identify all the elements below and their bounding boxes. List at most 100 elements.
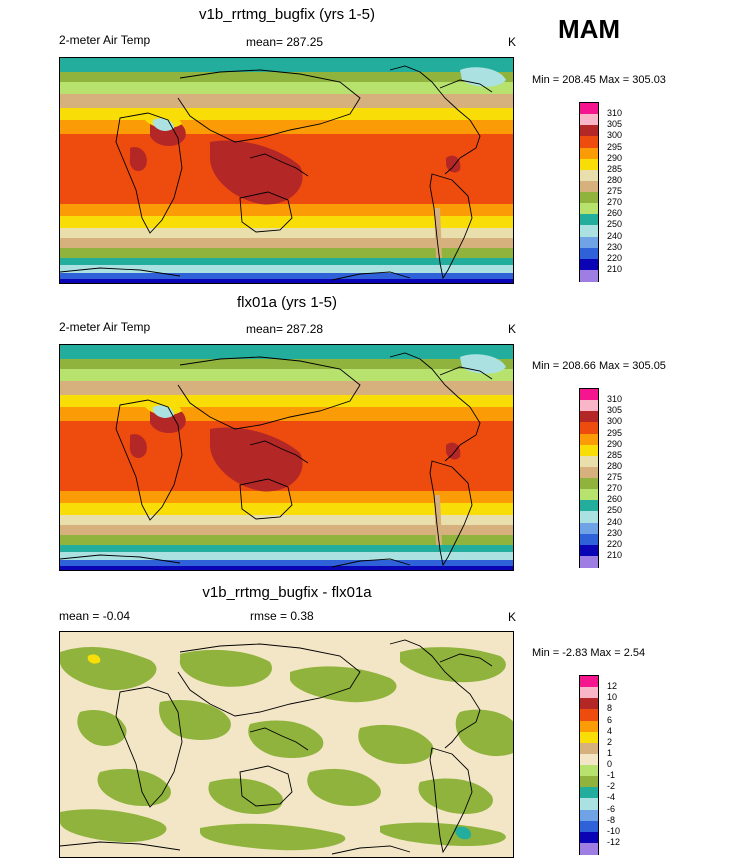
coastline bbox=[115, 399, 183, 521]
colorbar-swatch bbox=[580, 842, 598, 855]
colorbar-swatch bbox=[580, 203, 598, 215]
coastline bbox=[331, 558, 411, 568]
difference-region bbox=[77, 709, 127, 747]
colorbar-swatch bbox=[580, 444, 598, 457]
temperature-band bbox=[60, 515, 513, 525]
colorbar-swatch bbox=[580, 247, 598, 260]
colorbar-tick-label: 280 bbox=[607, 460, 623, 471]
colorbar-swatch bbox=[580, 787, 598, 799]
coastline bbox=[249, 153, 309, 177]
colorbar-tick-label: 300 bbox=[607, 130, 623, 141]
colorbar-swatch bbox=[580, 831, 598, 844]
colorbar-tick-label: 230 bbox=[607, 241, 623, 252]
colorbar-swatch bbox=[580, 676, 598, 688]
variable-label: 2-meter Air Temp bbox=[59, 320, 151, 334]
rmse-label: rmse = bbox=[250, 609, 288, 623]
colorbar-tick-label: 275 bbox=[607, 186, 623, 196]
mean-value: 287.25 bbox=[286, 35, 324, 49]
colorbar-tick-label: 300 bbox=[607, 416, 623, 427]
temperature-band bbox=[60, 82, 513, 94]
map-graphic bbox=[60, 345, 513, 570]
mean-value: 287.28 bbox=[286, 322, 324, 336]
temperature-band bbox=[60, 58, 513, 72]
colorbar-tick-label: 275 bbox=[607, 472, 623, 482]
colorbar bbox=[579, 388, 599, 568]
colorbar-swatch bbox=[580, 214, 598, 226]
temperature-band bbox=[60, 491, 513, 503]
colorbar bbox=[579, 102, 599, 282]
colorbar-tick-label: 290 bbox=[607, 152, 623, 163]
coastline bbox=[331, 271, 411, 281]
coastline bbox=[177, 69, 361, 143]
colorbar-swatch bbox=[580, 555, 598, 568]
colorbar-tick-label: -4 bbox=[607, 792, 616, 803]
mean-stat: mean= 287.28 bbox=[246, 322, 323, 336]
difference-region bbox=[97, 768, 171, 807]
colorbar-swatch bbox=[580, 809, 598, 822]
coastline bbox=[60, 841, 181, 851]
temperature-band bbox=[60, 407, 513, 421]
temperature-band bbox=[60, 72, 513, 82]
temperature-band bbox=[60, 108, 513, 120]
colorbar-tick-label: 210 bbox=[607, 263, 623, 274]
colorbar-swatch bbox=[580, 433, 598, 446]
map-graphic bbox=[60, 58, 513, 283]
colorbar-swatch bbox=[580, 192, 598, 204]
colorbar-tick-label: 240 bbox=[607, 230, 623, 241]
coastline bbox=[331, 845, 411, 855]
rmse-stat: rmse = 0.38 bbox=[250, 609, 314, 623]
mean-stat: mean= 287.25 bbox=[246, 35, 323, 49]
colorbar-tick-label: 270 bbox=[607, 483, 623, 494]
min-max-stats: Min = 208.45 Max = 305.03 bbox=[532, 74, 666, 86]
colorbar-tick-label: 220 bbox=[607, 252, 623, 263]
colorbar-swatch bbox=[580, 236, 598, 249]
temperature-region bbox=[434, 208, 442, 258]
colorbar-swatch bbox=[580, 180, 598, 193]
coastline bbox=[389, 65, 481, 175]
units-label: K bbox=[508, 322, 517, 336]
colorbar-tick-label: -2 bbox=[607, 781, 616, 792]
temperature-band bbox=[60, 345, 513, 359]
colorbar-tick-label: 270 bbox=[607, 197, 623, 208]
min-max-stats: Min = 208.66 Max = 305.05 bbox=[532, 360, 666, 372]
colorbar-swatch bbox=[580, 522, 598, 535]
coastline bbox=[60, 554, 181, 564]
colorbar-swatch bbox=[580, 422, 598, 434]
temperature-region bbox=[446, 155, 461, 173]
colorbar-swatch bbox=[580, 511, 598, 523]
temperature-band bbox=[60, 545, 513, 552]
colorbar-swatch bbox=[580, 269, 598, 282]
temperature-band bbox=[60, 535, 513, 545]
colorbar-swatch bbox=[580, 136, 598, 148]
colorbar-tick-label: 6 bbox=[607, 714, 613, 725]
colorbar-tick-label: 4 bbox=[607, 725, 613, 736]
temperature-band bbox=[60, 359, 513, 369]
mean-label: mean= bbox=[246, 322, 284, 336]
temperature-region bbox=[434, 495, 442, 545]
colorbar-tick-label: 1 bbox=[607, 747, 613, 758]
colorbar-tick-label: 0 bbox=[607, 759, 613, 769]
colorbar-tick-label: 230 bbox=[607, 527, 623, 538]
coastline bbox=[439, 653, 493, 667]
coastline bbox=[389, 352, 481, 462]
difference-region bbox=[87, 654, 101, 664]
coastline bbox=[60, 267, 181, 277]
colorbar-swatch bbox=[580, 400, 598, 412]
temperature-band bbox=[60, 238, 513, 248]
colorbar-tick-label: -8 bbox=[607, 814, 616, 825]
temperature-map bbox=[59, 344, 514, 571]
temperature-band bbox=[60, 204, 513, 216]
difference-region bbox=[248, 720, 324, 758]
colorbar-tick-label: -1 bbox=[607, 770, 616, 781]
coastline bbox=[429, 747, 473, 854]
colorbar-swatch bbox=[580, 544, 598, 557]
temperature-region bbox=[129, 434, 147, 459]
colorbar-tick-label: 305 bbox=[607, 119, 623, 130]
colorbar-swatch bbox=[580, 709, 598, 721]
season-label: MAM bbox=[558, 14, 621, 44]
colorbar-swatch bbox=[580, 455, 598, 468]
coastline bbox=[439, 366, 493, 380]
colorbar-tick-label: 250 bbox=[607, 219, 623, 230]
colorbar-tick-label: 295 bbox=[607, 141, 623, 152]
colorbar-swatch bbox=[580, 742, 598, 755]
